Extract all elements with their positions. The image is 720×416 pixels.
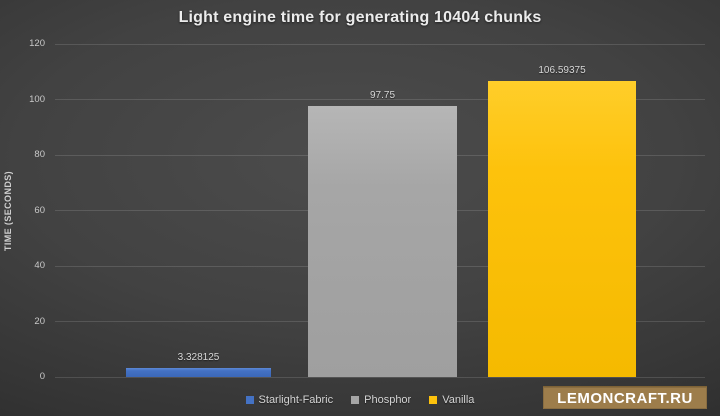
y-tick-label-80: 80 — [34, 149, 45, 160]
y-tick-label-60: 60 — [34, 204, 45, 216]
bar-phosphor — [308, 105, 457, 377]
bar-value-label-phosphor: 97.75 — [369, 89, 396, 101]
bar-value-label-starlight-fabric: 3.328125 — [177, 351, 220, 363]
y-tick-label-0: 0 — [39, 371, 45, 382]
gridline-120 — [55, 43, 705, 45]
legend-item-starlight-fabric: Starlight-Fabric — [245, 393, 334, 406]
bar-value-label-vanilla: 106.59375 — [538, 65, 586, 77]
chart-title: Light engine time for generating 10404 c… — [178, 9, 542, 26]
legend-swatch-phosphor — [351, 395, 360, 404]
legend-label-vanilla: Vanilla — [442, 393, 475, 406]
legend-swatch-vanilla — [429, 395, 438, 404]
legend-label-starlight-fabric: Starlight-Fabric — [258, 393, 334, 406]
y-tick-label-40: 40 — [34, 260, 45, 271]
watermark-label: LEMONCRAFT.RU — [557, 389, 693, 407]
legend: Starlight-Fabric Phosphor Vanilla — [0, 392, 720, 407]
watermark-badge: LEMONCRAFT.RU — [543, 386, 707, 409]
gridline-100 — [55, 99, 705, 100]
legend-item-vanilla: Vanilla — [429, 394, 474, 406]
legend-swatch-starlight-fabric — [245, 395, 254, 404]
y-tick-label-120: 120 — [29, 38, 45, 49]
legend-item-phosphor: Phosphor — [351, 394, 411, 406]
bar-vanilla — [488, 81, 636, 377]
bar-starlight-fabric — [126, 367, 271, 377]
y-tick-label-100: 100 — [29, 93, 45, 105]
legend-label-phosphor: Phosphor — [364, 393, 412, 406]
y-tick-label-20: 20 — [34, 315, 45, 327]
gridline-0 — [55, 376, 705, 378]
